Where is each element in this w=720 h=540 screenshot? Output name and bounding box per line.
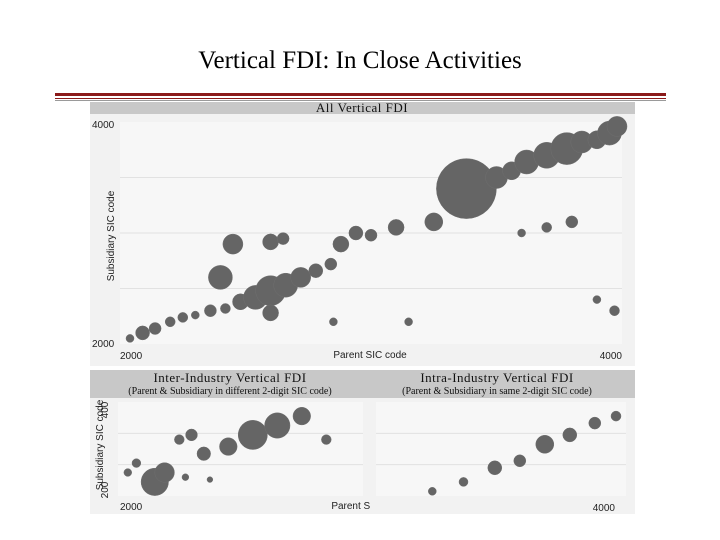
data-point <box>131 458 142 468</box>
data-point <box>290 267 311 288</box>
data-point <box>123 468 132 477</box>
data-point <box>262 304 279 322</box>
chart-1-xtick-max: 4000 <box>600 351 623 362</box>
data-point <box>196 446 211 461</box>
data-point <box>535 435 555 454</box>
chart-3-subtitle: (Parent & Subsidiary in same 2-digit SIC… <box>402 386 592 397</box>
chart-1-points <box>125 116 628 343</box>
data-point <box>177 312 189 323</box>
data-point <box>606 116 628 137</box>
chart-3-points <box>428 410 622 496</box>
title-rule-gray <box>55 100 666 101</box>
data-point <box>222 233 244 255</box>
data-point <box>220 303 231 314</box>
chart-2-xlabel: Parent SIC code <box>331 501 405 512</box>
data-point <box>264 412 291 439</box>
chart-1-ytick-max: 4000 <box>92 120 115 131</box>
chart-2-xtick-min: 2000 <box>120 502 143 513</box>
data-point <box>219 437 238 456</box>
chart-1-ylabel: Subsidiary SIC code <box>106 190 117 281</box>
data-point <box>458 477 469 487</box>
data-point <box>181 473 190 481</box>
title-rule-thin <box>55 98 666 99</box>
data-point <box>610 410 622 422</box>
chart-2-subtitle: (Parent & Subsidiary in different 2-digi… <box>128 386 331 397</box>
chart-3-xtick-max: 4000 <box>593 503 616 514</box>
data-point <box>125 334 135 343</box>
data-point <box>609 305 620 316</box>
chart-3-plot-area <box>376 402 626 496</box>
data-point <box>565 215 579 229</box>
chart-2-header-bar <box>90 370 370 398</box>
data-point <box>204 304 217 317</box>
data-point <box>191 310 200 320</box>
slide-title: Vertical FDI: In Close Activities <box>198 47 522 74</box>
data-point <box>206 476 214 483</box>
data-point <box>237 420 268 450</box>
data-point <box>174 434 185 445</box>
data-point <box>308 263 324 278</box>
data-point <box>424 212 444 232</box>
chart-2-ylabel: Subsidiary SIC code <box>95 399 106 490</box>
data-point <box>321 434 332 445</box>
chart-2-title: Inter-Industry Vertical FDI <box>153 370 306 385</box>
data-point <box>436 158 497 219</box>
data-point <box>135 325 150 341</box>
data-point <box>428 487 437 496</box>
chart-2-points <box>123 407 332 496</box>
data-point <box>164 316 176 328</box>
chart-1-xlabel: Parent SIC code <box>333 350 407 361</box>
data-point <box>588 416 602 430</box>
chart-1-header-bar <box>90 102 635 114</box>
data-point <box>513 454 527 468</box>
data-point <box>329 317 338 327</box>
chart-3-header-bar <box>370 370 635 398</box>
data-point <box>387 219 405 236</box>
chart-1-xtick-min: 2000 <box>120 351 143 362</box>
data-point <box>276 232 290 245</box>
data-point <box>487 460 503 476</box>
data-point <box>324 257 338 271</box>
data-point <box>364 228 378 242</box>
chart-2-ytick-max: 400 <box>100 401 111 418</box>
data-point <box>154 462 175 483</box>
data-point <box>332 235 350 253</box>
data-point <box>262 233 279 251</box>
chart-1-title: All Vertical FDI <box>316 100 408 115</box>
data-point <box>517 228 526 238</box>
title-rule-thick <box>55 93 666 96</box>
data-point <box>404 317 413 327</box>
data-point <box>185 428 198 442</box>
data-point <box>541 222 552 233</box>
data-point <box>292 407 311 426</box>
chart-1-ytick-min: 2000 <box>92 339 115 350</box>
chart-3-title: Intra-Industry Vertical FDI <box>420 370 573 385</box>
data-point <box>562 427 578 443</box>
chart-2-ytick-min: 200 <box>100 481 111 498</box>
data-point <box>148 322 162 335</box>
data-point <box>348 225 364 241</box>
data-point <box>208 265 233 290</box>
data-point <box>592 295 602 304</box>
